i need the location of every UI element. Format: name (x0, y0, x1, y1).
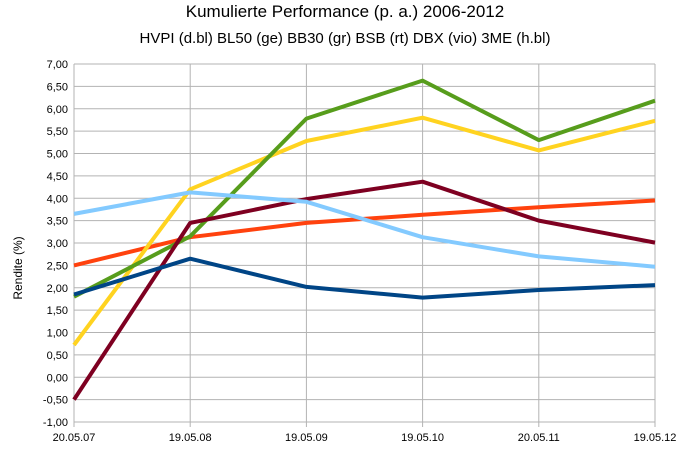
y-tick-label: 6,00 (47, 104, 68, 116)
x-tick-label: 19.05.12 (634, 432, 677, 444)
y-tick-label: 5,00 (47, 149, 68, 161)
series-line-6 (73, 256, 656, 300)
y-tick-label: -1,00 (43, 417, 68, 429)
y-tick-label: 1,00 (47, 328, 68, 340)
y-tick-label: 5,50 (47, 126, 68, 138)
series-line-5 (73, 190, 656, 269)
y-tick-label: 0,00 (47, 372, 68, 384)
series-line-2 (72, 115, 656, 347)
y-tick-label: 3,50 (47, 216, 68, 228)
series-line-3 (73, 78, 656, 299)
x-tick-label: 19.05.10 (401, 432, 444, 444)
y-tick-label: 3,00 (47, 238, 68, 250)
y-tick-label: 7,00 (47, 59, 68, 71)
y-tick-label: 6,50 (47, 81, 68, 93)
y-tick-label: 2,00 (47, 283, 68, 295)
y-tick-label: 1,50 (47, 305, 68, 317)
y-tick-labels: -1,00 -0,50 0,00 0,50 1,00 1,50 2,00 2,50 3,00 3,… (43, 59, 68, 429)
x-tick-label: 19.05.08 (169, 432, 212, 444)
y-tick-label: 0,50 (47, 350, 68, 362)
y-tick-label: -0,50 (43, 395, 68, 407)
series-line-1 (73, 198, 656, 268)
series-lines (72, 78, 656, 401)
y-tick-label: 4,00 (47, 193, 68, 205)
chart-title: Kumulierte Performance (p. a.) 2006-2012 (185, 2, 505, 21)
y-tick-label: 4,50 (47, 171, 68, 183)
chart-subtitle: HVPI (d.bl) BL50 (ge) BB30 (gr) BSB (rt)… (139, 30, 551, 47)
x-tick-label: 20.05.07 (53, 432, 96, 444)
series-line-4 (72, 179, 656, 401)
x-tick-label: 19.05.09 (285, 432, 328, 444)
x-tick-label: 20.05.11 (518, 432, 560, 444)
x-tick-labels: 20.05.07 19.05.08 19.05.09 19.05.10 20.05.11… (53, 432, 677, 444)
y-tick-label: 2,50 (47, 260, 68, 272)
